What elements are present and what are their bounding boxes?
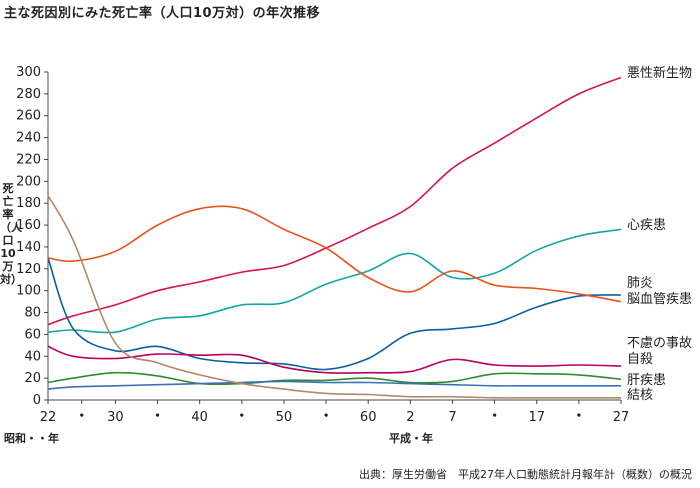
y-tick-label: 140 bbox=[16, 240, 41, 255]
x-tick-label: ・ bbox=[151, 409, 164, 424]
series-4-label: 不慮の事故 bbox=[627, 336, 692, 351]
y-tick-label: 120 bbox=[16, 262, 41, 277]
series-7-line bbox=[47, 195, 621, 399]
series-6-line bbox=[47, 380, 621, 390]
y-tick-label: 240 bbox=[16, 131, 41, 146]
y-tick-label: 220 bbox=[16, 152, 41, 167]
x-tick-label: ・ bbox=[320, 409, 333, 424]
series-0-line bbox=[47, 76, 622, 326]
era-label-showa: 昭和・・年 bbox=[4, 431, 59, 445]
series-0-label: 悪性新生物 bbox=[627, 65, 692, 81]
x-tick-label: ・ bbox=[488, 409, 501, 424]
y-tick-label: 260 bbox=[16, 109, 41, 124]
series-5-line bbox=[47, 371, 622, 386]
series-lines bbox=[47, 76, 622, 399]
y-tick-label: 100 bbox=[16, 284, 41, 299]
y-tick-label: 180 bbox=[16, 196, 41, 211]
x-tick-label: 27 bbox=[613, 410, 630, 425]
y-tick-label: 200 bbox=[16, 174, 41, 189]
y-tick-label: 160 bbox=[16, 218, 41, 233]
series-3-label: 脳血管疾患 bbox=[627, 292, 692, 307]
x-tick-label: ・ bbox=[235, 409, 248, 424]
y-tick-label: 20 bbox=[24, 371, 41, 386]
x-tick-label: 17 bbox=[528, 410, 545, 425]
x-tick-label: 2 bbox=[406, 410, 414, 425]
y-tick-label: 60 bbox=[24, 327, 41, 342]
y-tick-label: 280 bbox=[16, 87, 41, 102]
chart-title: 主な死因別にみた死亡率（人口10万対）の年次推移 bbox=[4, 6, 321, 21]
axes: 0204060801001201401601802002202402602803… bbox=[4, 65, 629, 445]
y-tick-label: 300 bbox=[16, 65, 41, 80]
x-tick-label: 50 bbox=[276, 410, 293, 425]
series-1-line bbox=[47, 228, 622, 334]
x-tick-label: 60 bbox=[360, 410, 377, 425]
series-2-label: 肺炎 bbox=[627, 276, 653, 291]
y-tick-label: 80 bbox=[24, 306, 41, 321]
series-1-label: 心疾患 bbox=[627, 218, 666, 233]
y-tick-label: 40 bbox=[24, 349, 41, 364]
y-tick-label: 0 bbox=[33, 393, 41, 408]
x-tick-label: ・ bbox=[75, 409, 88, 424]
source-note: 出典：厚生労働省 平成27年人口動態統計月報年計（概数）の概況 bbox=[359, 468, 692, 481]
series-4-line bbox=[47, 345, 622, 374]
x-tick-label: 22 bbox=[40, 410, 57, 425]
series-6-label: 肝疾患 bbox=[627, 373, 666, 388]
x-tick-label: 7 bbox=[448, 410, 456, 425]
era-label-heisei: 平成・年 bbox=[389, 431, 433, 445]
series-3-line bbox=[47, 205, 622, 303]
series-5-label: 自殺 bbox=[627, 352, 653, 367]
series-7-label: 結核 bbox=[627, 388, 653, 403]
x-tick-label: 40 bbox=[191, 410, 208, 425]
x-tick-label: 30 bbox=[107, 410, 124, 425]
x-tick-label: ・ bbox=[572, 409, 585, 424]
series-2-line bbox=[47, 257, 622, 371]
